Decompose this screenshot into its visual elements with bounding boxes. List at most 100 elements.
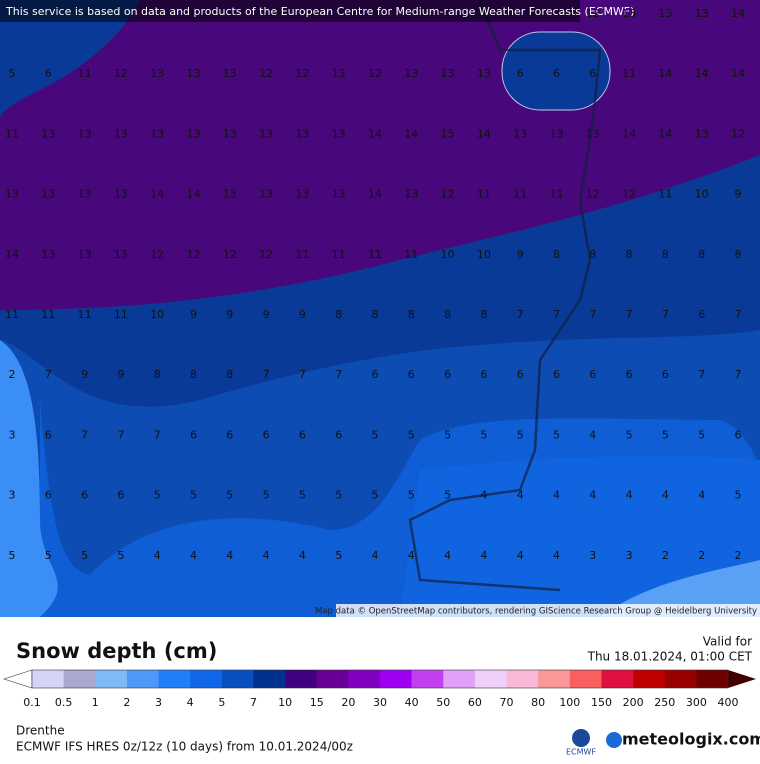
grid-value: 13 (513, 127, 527, 140)
colorbar-tick-label: 15 (310, 696, 324, 709)
colorbar-segment (664, 670, 697, 688)
grid-value: 13 (295, 127, 309, 140)
grid-value: 6 (444, 368, 451, 381)
grid-value: 5 (45, 549, 52, 562)
colorbar-segment (380, 670, 412, 688)
grid-value: 12 (187, 248, 201, 261)
grid-value: 11 (368, 248, 382, 261)
grid-value: 12 (586, 188, 600, 201)
grid-value: 13 (223, 67, 237, 80)
attribution: Map data © OpenStreetMap contributors, r… (315, 607, 757, 617)
grid-value: 3 (589, 549, 596, 562)
grid-value: 6 (662, 368, 669, 381)
grid-value: 11 (78, 308, 92, 321)
grid-value: 15 (441, 127, 455, 140)
colorbar-segment (601, 670, 634, 688)
grid-value: 13 (5, 188, 19, 201)
grid-value: 8 (589, 248, 596, 261)
grid-value: 6 (372, 368, 379, 381)
grid-value: 12 (114, 67, 128, 80)
grid-value: 4 (698, 489, 705, 502)
grid-value: 5 (335, 489, 342, 502)
colorbar-tick-label: 70 (500, 696, 514, 709)
grid-value: 12 (622, 188, 636, 201)
grid-value: 13 (622, 7, 636, 20)
grid-value: 6 (553, 368, 560, 381)
grid-value: 8 (662, 248, 669, 261)
grid-value: 13 (586, 127, 600, 140)
grid-value: 9 (263, 308, 270, 321)
grid-value: 4 (480, 489, 487, 502)
grid-value: 5 (372, 428, 379, 441)
grid-value: 13 (114, 188, 128, 201)
grid-value: 8 (408, 308, 415, 321)
grid-value: 6 (735, 428, 742, 441)
grid-value: 3 (9, 489, 16, 502)
grid-value: 11 (550, 188, 564, 201)
grid-value: 13 (332, 188, 346, 201)
grid-value: 4 (517, 489, 524, 502)
banner: This service is based on data and produc… (5, 5, 634, 18)
grid-value: 13 (695, 7, 709, 20)
grid-value: 13 (332, 67, 346, 80)
grid-value: 5 (553, 428, 560, 441)
grid-value: 5 (81, 549, 88, 562)
colorbar-tick-label: 3 (155, 696, 162, 709)
grid-value: 7 (517, 308, 524, 321)
colorbar-segment (253, 670, 286, 688)
grid-value: 4 (190, 549, 197, 562)
grid-value: 8 (698, 248, 705, 261)
grid-value: 4 (226, 549, 233, 562)
grid-value: 8 (480, 308, 487, 321)
colorbar-tick-label: 40 (405, 696, 419, 709)
grid-value: 9 (517, 248, 524, 261)
grid-value: 5 (335, 549, 342, 562)
grid-value: 5 (517, 428, 524, 441)
colorbar-segment (348, 670, 381, 688)
grid-value: 8 (372, 308, 379, 321)
grid-value: 14 (695, 67, 709, 80)
grid-value: 6 (589, 368, 596, 381)
grid-value: 7 (589, 308, 596, 321)
grid-value: 5 (444, 489, 451, 502)
grid-value: 7 (263, 368, 270, 381)
grid-value: 5 (735, 489, 742, 502)
colorbar-segment (158, 670, 191, 688)
grid-value: 13 (259, 127, 273, 140)
grid-value: 13 (295, 188, 309, 201)
grid-value: 13 (78, 188, 92, 201)
grid-value: 12 (368, 67, 382, 80)
grid-value: 5 (444, 428, 451, 441)
grid-value: 8 (735, 248, 742, 261)
grid-value: 13 (695, 127, 709, 140)
colorbar-segment (696, 670, 729, 688)
grid-value: 12 (731, 127, 745, 140)
grid-value: 14 (658, 67, 672, 80)
grid-value: 11 (513, 188, 527, 201)
grid-value: 6 (517, 368, 524, 381)
grid-value: 4 (517, 549, 524, 562)
colorbar-segment (32, 670, 64, 688)
valid-time: Thu 18.01.2024, 01:00 CET (587, 650, 753, 664)
colorbar-segment (506, 670, 539, 688)
colorbar-tick-label: 400 (718, 696, 739, 709)
colorbar-tick-label: 250 (654, 696, 675, 709)
grid-value: 6 (45, 428, 52, 441)
colorbar: 0.1 0.5 1 2 3 4 5 7 10 15 20 30 40 50 60 70 80 100 150 200 2… (3, 669, 756, 709)
grid-value: 4 (263, 549, 270, 562)
grid-value: 4 (299, 549, 306, 562)
grid-value: 12 (150, 248, 164, 261)
grid-value: 5 (263, 489, 270, 502)
ecmwf-icon (572, 729, 590, 747)
grid-value: 10 (441, 248, 455, 261)
grid-value: 11 (78, 67, 92, 80)
grid-value: 12 (441, 188, 455, 201)
colorbar-tick-label: 0.5 (55, 696, 73, 709)
grid-value: 6 (553, 67, 560, 80)
colorbar-tick-label: 60 (468, 696, 482, 709)
grid-value: 13 (223, 127, 237, 140)
brand-icon (606, 732, 622, 748)
brand: meteologix.com (622, 730, 760, 749)
grid-value: 7 (335, 368, 342, 381)
